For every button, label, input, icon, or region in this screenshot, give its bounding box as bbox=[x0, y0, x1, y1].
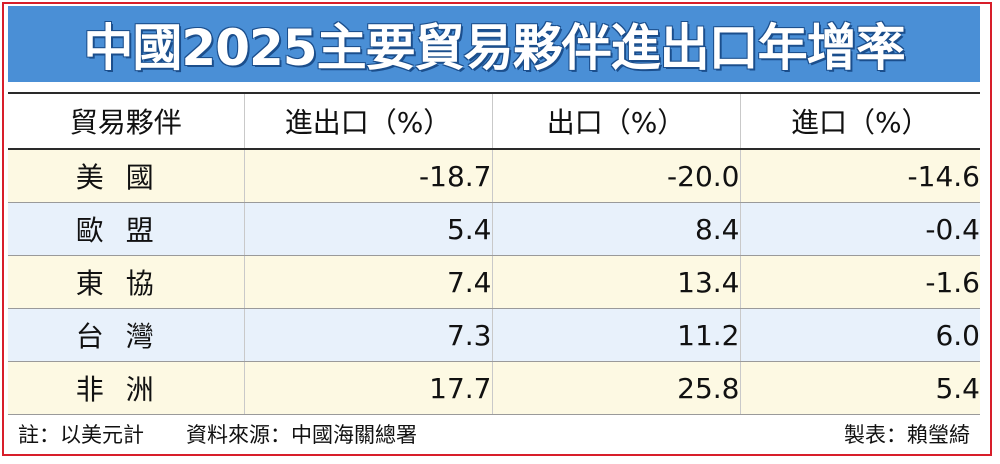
header-total: 進出口（%） bbox=[243, 92, 492, 150]
footer-source: 資料來源：中國海關總署 bbox=[186, 423, 417, 447]
table-header-row: 貿易夥伴 進出口（%） 出口（%） 進口（%） bbox=[8, 92, 980, 150]
export-cell: 11.2 bbox=[491, 308, 740, 362]
total-cell: 5.4 bbox=[243, 202, 492, 256]
table-row: 美國 -18.7 -20.0 -14.6 bbox=[8, 149, 980, 203]
total-cell: 17.7 bbox=[243, 361, 492, 415]
partner-cell: 東協 bbox=[8, 255, 244, 309]
export-cell: -20.0 bbox=[491, 149, 740, 203]
table-row: 歐盟 5.4 8.4 -0.4 bbox=[8, 202, 980, 256]
header-export: 出口（%） bbox=[491, 92, 740, 150]
table-row: 台灣 7.3 11.2 6.0 bbox=[8, 308, 980, 362]
partner-cell: 歐盟 bbox=[8, 202, 244, 256]
table-row: 東協 7.4 13.4 -1.6 bbox=[8, 255, 980, 309]
title-banner: 中國2025主要貿易夥伴進出口年增率 bbox=[8, 6, 980, 82]
total-cell: 7.4 bbox=[243, 255, 492, 309]
total-cell: -18.7 bbox=[243, 149, 492, 203]
export-cell: 13.4 bbox=[491, 255, 740, 309]
import-cell: -14.6 bbox=[739, 149, 980, 203]
footer-note: 註：以美元計 bbox=[18, 423, 144, 447]
import-cell: 5.4 bbox=[739, 361, 980, 415]
export-cell: 25.8 bbox=[491, 361, 740, 415]
partner-cell: 美國 bbox=[8, 149, 244, 203]
export-cell: 8.4 bbox=[491, 202, 740, 256]
total-cell: 7.3 bbox=[243, 308, 492, 362]
header-partner: 貿易夥伴 bbox=[8, 92, 244, 150]
table-row: 非洲 17.7 25.8 5.4 bbox=[8, 361, 980, 415]
page-title: 中國2025主要貿易夥伴進出口年增率 bbox=[83, 19, 905, 77]
import-cell: -0.4 bbox=[739, 202, 980, 256]
header-import: 進口（%） bbox=[739, 92, 980, 150]
footer: 註：以美元計 資料來源：中國海關總署 製表：賴瑩綺 bbox=[8, 416, 980, 452]
import-cell: 6.0 bbox=[739, 308, 980, 362]
import-cell: -1.6 bbox=[739, 255, 980, 309]
partner-cell: 台灣 bbox=[8, 308, 244, 362]
partner-cell: 非洲 bbox=[8, 361, 244, 415]
footer-credit: 製表：賴瑩綺 bbox=[844, 423, 970, 447]
trade-table: 貿易夥伴 進出口（%） 出口（%） 進口（%） 美國 -18.7 -20.0 -… bbox=[8, 92, 980, 415]
